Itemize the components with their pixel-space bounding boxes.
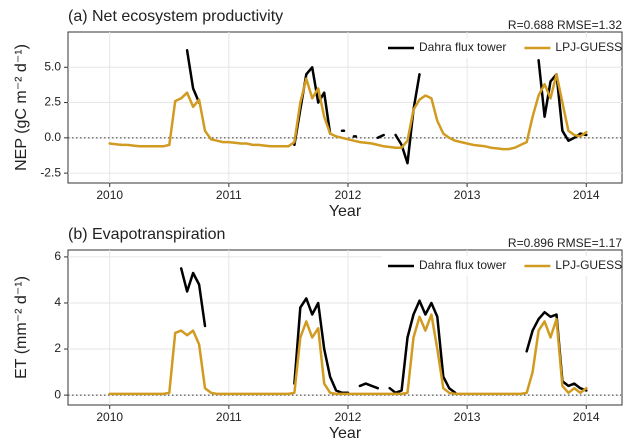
chart-title: (a) Net ecosystem productivity — [68, 8, 283, 25]
y-axis-title: ET (mm⁻² d⁻¹) — [13, 276, 30, 379]
series-line — [179, 267, 207, 328]
x-tick-label: 2012 — [335, 188, 362, 202]
y-tick-label: 2 — [54, 341, 61, 355]
x-tick-label: 2010 — [96, 188, 123, 202]
x-axis-title: Year — [329, 203, 362, 220]
series-line — [108, 73, 588, 151]
y-tick-label: 0.0 — [44, 130, 61, 144]
x-tick-label: 2013 — [454, 410, 481, 424]
x-axis-title: Year — [329, 425, 362, 439]
series-line — [108, 313, 588, 396]
legend-label: LPJ-GUESS — [555, 258, 622, 272]
y-tick-label: 0 — [54, 387, 61, 401]
legend-label: LPJ-GUESS — [555, 40, 622, 54]
series-line — [376, 133, 385, 140]
series-line — [185, 49, 201, 104]
x-tick-label: 2011 — [216, 410, 242, 424]
y-tick-label: -2.5 — [40, 165, 61, 179]
annotation: R=0.688 RMSE=1.32 — [508, 18, 622, 32]
y-tick-label: 2.5 — [44, 95, 61, 109]
y-tick-label: 6 — [54, 249, 61, 263]
x-tick-label: 2010 — [96, 410, 123, 424]
legend-box — [382, 256, 620, 276]
chart-title: (b) Evapotranspiration — [68, 226, 225, 243]
x-tick-label: 2011 — [216, 188, 242, 202]
series-line — [525, 310, 588, 392]
legend-label: Dahra flux tower — [419, 40, 506, 54]
annotation: R=0.896 RMSE=1.17 — [508, 236, 622, 250]
legend-label: Dahra flux tower — [419, 258, 506, 272]
x-tick-label: 2012 — [335, 410, 362, 424]
x-tick-label: 2014 — [573, 188, 600, 202]
x-tick-label: 2014 — [573, 410, 600, 424]
series-line — [394, 73, 421, 165]
x-tick-label: 2013 — [454, 188, 481, 202]
series-line — [358, 382, 380, 390]
y-tick-label: 4 — [54, 295, 61, 309]
series-line — [388, 299, 457, 395]
y-tick-label: 5.0 — [44, 59, 61, 73]
legend-box — [382, 38, 620, 58]
y-axis-title: NEP (gC m⁻² d⁻¹) — [13, 44, 30, 171]
series-line — [293, 297, 350, 395]
